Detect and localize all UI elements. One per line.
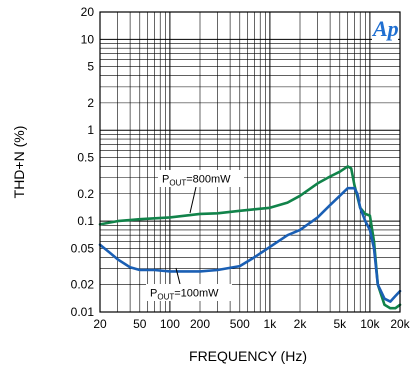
x-tick-label: 1k [264, 317, 278, 331]
y-tick-label: 10 [81, 32, 95, 46]
series-label-sub: OUT [169, 179, 186, 188]
annotation-box-pout-800mw [158, 170, 244, 187]
y-tick-label: 0.2 [77, 187, 94, 201]
y-axis-title: THD+N (%) [11, 126, 27, 199]
y-tick-labels: 0.01 0.02 0.05 0.1 0.2 0.5 1 2 5 10 20 [71, 5, 95, 319]
x-tick-label: 5k [333, 317, 347, 331]
x-tick-label: 2k [294, 317, 308, 331]
x-tick-label: 50 [133, 317, 147, 331]
y-tick-label: 0.1 [77, 214, 94, 228]
x-tick-label: 200 [190, 317, 210, 331]
audio-precision-logo: Ap [371, 14, 399, 42]
x-tick-label: 10k [360, 317, 380, 331]
series-label-rest: =800mW [186, 174, 231, 186]
x-tick-label: 100 [160, 317, 180, 331]
series-label-pout-100mw: POUT=100mW [150, 288, 219, 302]
grid-lines [100, 12, 400, 312]
series-label-sub: OUT [157, 293, 174, 302]
annotation-leader-pout-800mw [189, 186, 197, 214]
x-tick-labels: 20 50 100 200 500 1k 2k 5k 10k 20k [93, 317, 410, 331]
logo-mark: Ap [371, 16, 399, 41]
annotation-box-pout-100mw [146, 284, 232, 301]
y-tick-label: 1 [87, 123, 94, 137]
y-tick-label: 0.02 [71, 278, 95, 292]
x-tick-label: 20 [93, 317, 107, 331]
x-axis-title: FREQUENCY (Hz) [189, 348, 307, 364]
plot-frame [99, 11, 401, 313]
x-tick-label: 500 [230, 317, 250, 331]
series-layer [98, 165, 402, 310]
y-tick-label: 2 [87, 96, 94, 110]
series-line-pout-100mw [98, 186, 402, 303]
annotation-leader-pout-100mw [175, 267, 181, 285]
y-tick-label: 20 [81, 5, 95, 19]
series-label-main: P [150, 288, 157, 300]
series-label-pout-800mw: POUT=800mW [162, 174, 231, 188]
series-label-main: P [162, 174, 169, 186]
y-tick-label: 0.5 [77, 151, 94, 165]
y-tick-label: 5 [87, 60, 94, 74]
y-tick-label: 0.05 [71, 241, 95, 255]
series-label-rest: =100mW [174, 288, 219, 300]
x-tick-label: 20k [390, 317, 410, 331]
y-tick-label: 0.01 [71, 305, 95, 319]
logo-background [372, 14, 398, 42]
